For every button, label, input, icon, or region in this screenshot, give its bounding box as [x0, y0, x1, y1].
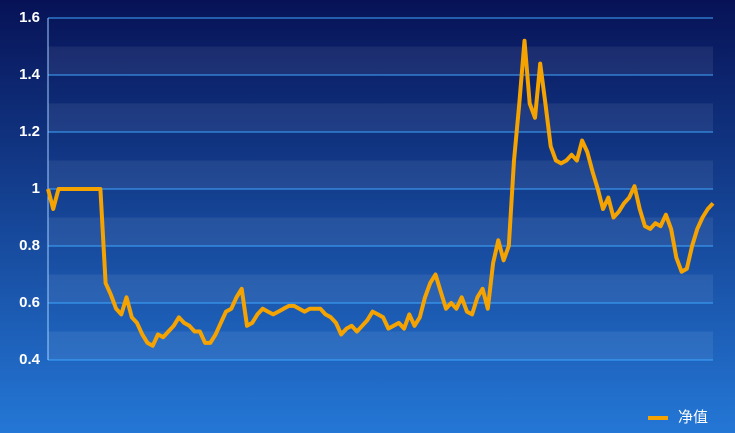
band	[48, 160, 713, 189]
band	[48, 103, 713, 132]
y-tick-label: 0.4	[19, 351, 41, 368]
band	[48, 274, 713, 303]
band	[48, 46, 713, 75]
line	[46, 38, 715, 348]
y-tick-label: 1.4	[19, 66, 41, 83]
band	[48, 217, 713, 246]
y-tick-label: 1	[32, 180, 40, 197]
band	[48, 331, 713, 360]
y-tick-label: 1.6	[19, 9, 40, 26]
y-tick-label: 0.8	[19, 237, 40, 254]
legend-label: 净值	[678, 409, 708, 426]
y-tick-label: 1.2	[19, 123, 40, 140]
y-tick-label: 0.6	[19, 294, 40, 311]
